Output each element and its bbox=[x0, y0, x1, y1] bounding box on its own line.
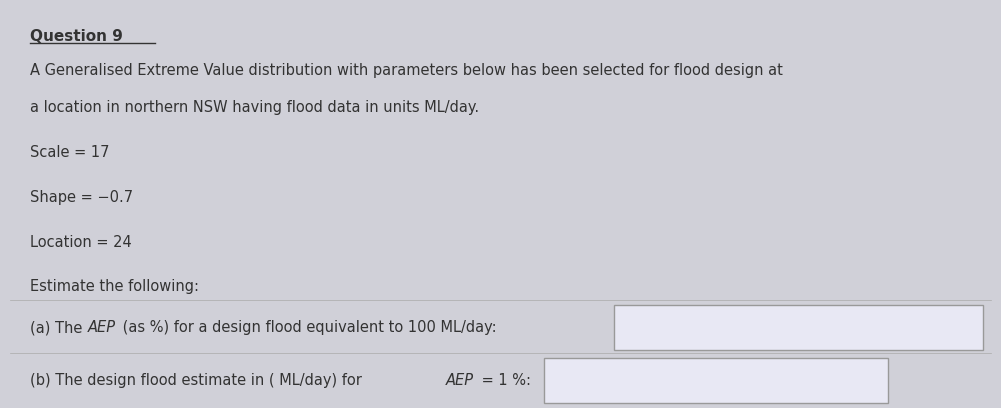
Text: = 1 %:: = 1 %: bbox=[477, 373, 532, 388]
FancyBboxPatch shape bbox=[544, 358, 888, 403]
Text: (b) The design flood estimate in ( ML/day) for: (b) The design flood estimate in ( ML/da… bbox=[30, 373, 366, 388]
Text: (as %) for a design flood equivalent to 100 ML/day:: (as %) for a design flood equivalent to … bbox=[118, 320, 496, 335]
Text: Location = 24: Location = 24 bbox=[30, 235, 132, 250]
Text: Question 9: Question 9 bbox=[30, 29, 123, 44]
Text: Shape = −0.7: Shape = −0.7 bbox=[30, 190, 133, 205]
Text: a location in northern NSW having flood data in units ML/day.: a location in northern NSW having flood … bbox=[30, 100, 479, 115]
Text: AEP: AEP bbox=[445, 373, 473, 388]
Text: A Generalised Extreme Value distribution with parameters below has been selected: A Generalised Extreme Value distribution… bbox=[30, 63, 783, 78]
Text: Scale = 17: Scale = 17 bbox=[30, 145, 109, 160]
Text: Estimate the following:: Estimate the following: bbox=[30, 279, 199, 295]
Text: AEP: AEP bbox=[88, 320, 116, 335]
Text: (a) The: (a) The bbox=[30, 320, 87, 335]
FancyBboxPatch shape bbox=[614, 305, 983, 350]
